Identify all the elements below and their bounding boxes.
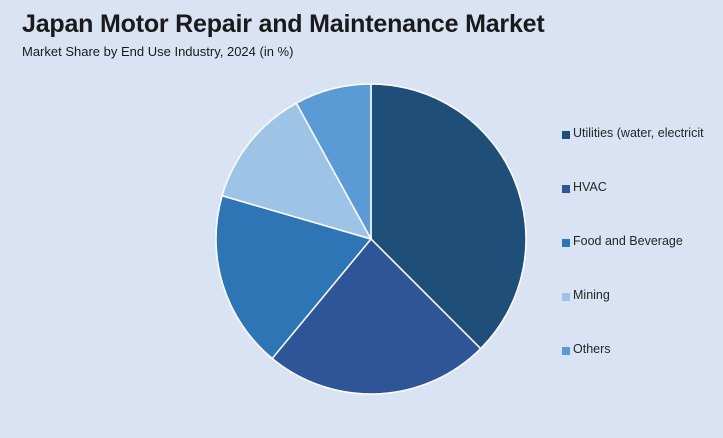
pie-slice-4 — [295, 83, 372, 240]
legend-swatch — [562, 131, 570, 139]
legend-swatch — [562, 347, 570, 355]
chart-title: Japan Motor Repair and Maintenance Marke… — [22, 10, 545, 38]
legend-label: Mining — [573, 288, 610, 302]
legend-item: Others — [562, 342, 723, 396]
legend-item: Utilities (water, electricit — [562, 126, 723, 180]
legend-label: HVAC — [573, 180, 607, 194]
legend-label: Food and Beverage — [573, 234, 683, 248]
pie-slice-1 — [271, 237, 482, 395]
legend-swatch — [562, 293, 570, 301]
legend-label: Others — [573, 342, 611, 356]
legend-item: Mining — [562, 288, 723, 342]
legend: Utilities (water, electricit HVAC Food and… — [562, 126, 723, 396]
legend-label: Utilities (water, electricit — [573, 126, 704, 140]
chart-subtitle: Market Share by End Use Industry, 2024 (… — [22, 44, 294, 59]
legend-swatch — [562, 185, 570, 193]
legend-item: Food and Beverage — [562, 234, 723, 288]
pie-slice-2 — [215, 194, 373, 360]
pie-slice-3 — [221, 102, 373, 241]
pie-slice-0 — [370, 83, 527, 350]
legend-swatch — [562, 239, 570, 247]
legend-item: HVAC — [562, 180, 723, 234]
